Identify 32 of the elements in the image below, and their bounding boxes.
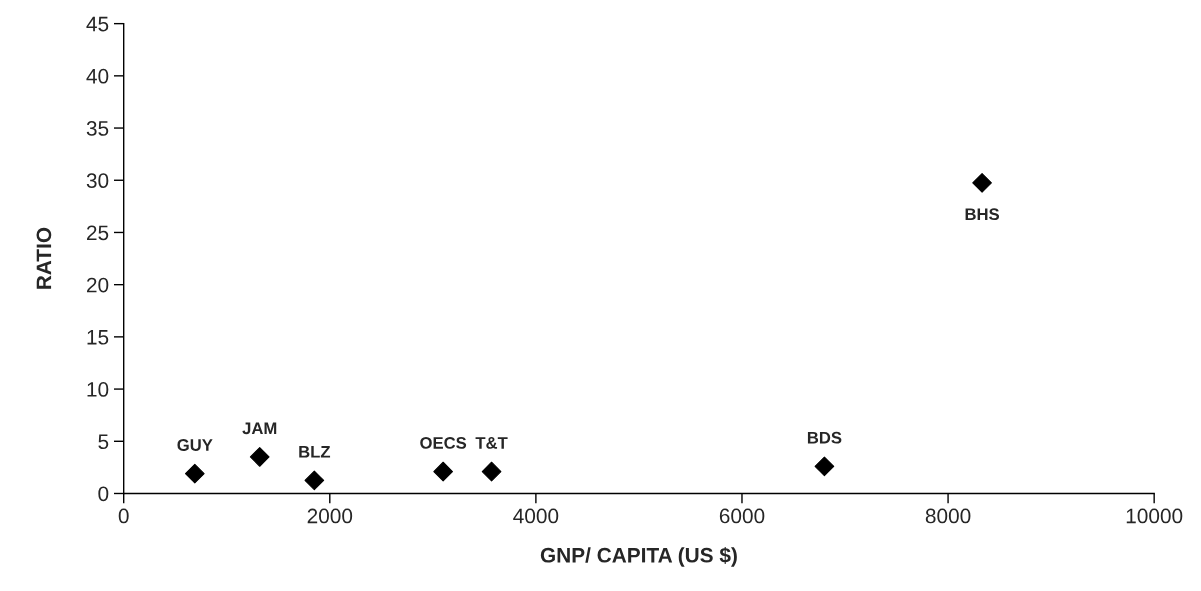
annotation: JAM [242, 422, 277, 435]
y-tick-label: 20 [87, 277, 109, 293]
x-tick-label: 8000 [925, 508, 971, 524]
point [184, 463, 205, 484]
annotation: BLZ [299, 446, 331, 458]
x-tick-label: 6000 [719, 508, 765, 524]
y-tick-label: 40 [86, 68, 109, 84]
annotation: T&T [475, 437, 508, 449]
annotation: OECS [420, 437, 467, 449]
y-tick-label: 5 [98, 434, 109, 450]
x-tick-label: 0 [118, 508, 129, 524]
point [481, 461, 502, 482]
point [433, 461, 453, 482]
y-tick-label: 10 [87, 382, 109, 397]
y-tick-label: 0 [98, 486, 109, 502]
point [972, 173, 992, 193]
x-tick-label: 2000 [307, 508, 353, 524]
x-axis-title: GNP/ CAPITA (US $) [540, 546, 737, 567]
annotation: GUY [177, 439, 213, 451]
y-tick-label: 15 [87, 330, 109, 345]
annotation: BDS [807, 431, 842, 444]
x-tick-label: 4000 [513, 508, 559, 524]
point [814, 456, 835, 477]
y-tick-label: 45 [86, 16, 109, 32]
y-axis-title: RATIO [36, 227, 52, 289]
point [304, 470, 325, 491]
y-tick-label: 30 [86, 173, 109, 189]
annotation: BHS [965, 208, 1000, 221]
y-tick-label: 35 [86, 121, 109, 136]
point [249, 447, 270, 467]
y-tick-label: 25 [87, 225, 109, 241]
x-tick-label: 10000 [1126, 508, 1183, 524]
